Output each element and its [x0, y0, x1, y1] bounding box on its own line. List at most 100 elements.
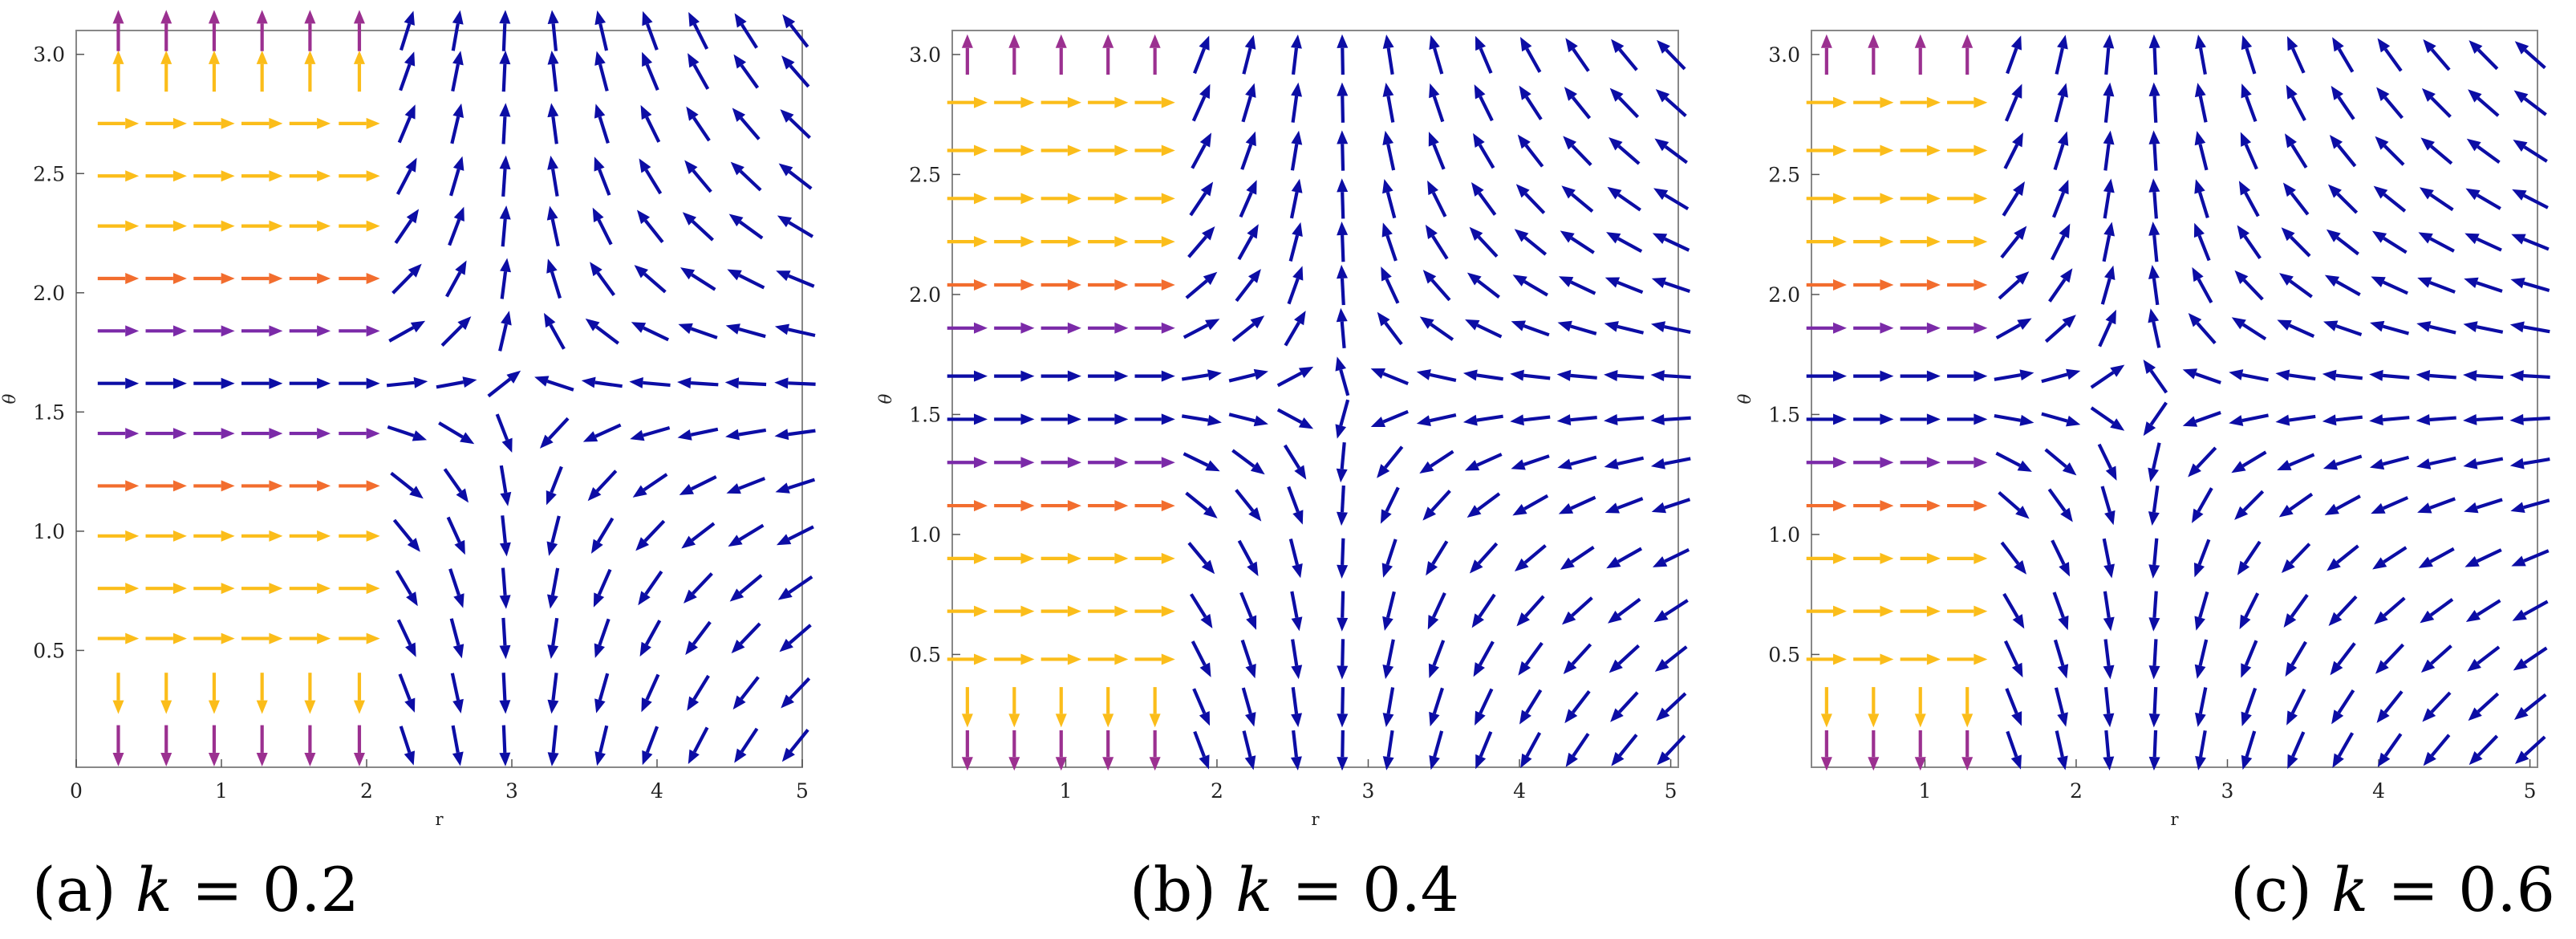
- arrow-shaft: [396, 169, 412, 195]
- vector-arrow: [1806, 552, 1847, 564]
- vector-arrow: [499, 567, 511, 609]
- arrow-head: [366, 583, 380, 595]
- arrow-shaft: [1995, 451, 2021, 467]
- arrow-head: [2371, 276, 2386, 287]
- arrow-shaft: [597, 218, 613, 246]
- vector-arrow: [97, 428, 140, 440]
- arrow-shaft: [2290, 594, 2309, 618]
- vector-arrow: [734, 727, 759, 763]
- vector-arrow: [1427, 591, 1446, 630]
- vector-arrow: [688, 726, 709, 765]
- arrow-head: [2328, 612, 2343, 626]
- arrow-shaft: [1617, 324, 1645, 335]
- vector-arrow: [2047, 488, 2073, 522]
- arrow-shaft: [1664, 645, 1688, 665]
- arrow-shaft: [1290, 591, 1299, 619]
- arrow-shaft: [399, 23, 412, 51]
- vector-arrow: [256, 673, 268, 714]
- vector-arrow: [2465, 188, 2501, 210]
- vector-arrow: [1088, 653, 1129, 665]
- arrow-shaft: [595, 470, 618, 493]
- vector-arrow: [1041, 322, 1081, 334]
- arrow-head: [1561, 611, 1576, 625]
- arrow-shaft: [1384, 322, 1403, 346]
- vector-arrow: [2369, 414, 2410, 426]
- arrow-shaft: [2244, 144, 2258, 170]
- vector-arrow: [1806, 500, 1847, 512]
- vector-arrow: [339, 272, 380, 284]
- vector-arrow: [1511, 454, 1550, 470]
- arrow-head: [780, 109, 794, 123]
- vector-arrow: [1604, 321, 1645, 335]
- x-tick-label: 2: [360, 779, 373, 803]
- arrow-head: [452, 751, 464, 766]
- arrow-head: [221, 117, 235, 129]
- arrow-head: [172, 530, 187, 542]
- vector-arrow: [112, 50, 124, 92]
- caption-variable: k: [2331, 854, 2368, 925]
- vector-arrow: [1900, 500, 1941, 512]
- arrow-head: [1199, 35, 1210, 51]
- arrow-shaft: [2243, 540, 2262, 565]
- arrow-shaft: [2382, 280, 2408, 295]
- arrow-head: [640, 104, 652, 120]
- arrow-shaft: [1524, 144, 1544, 168]
- arrow-head: [1337, 130, 1349, 144]
- arrow-shaft: [1291, 639, 1299, 666]
- vector-arrow: [1512, 494, 1549, 516]
- vector-arrow: [947, 193, 988, 205]
- arrow-shaft: [394, 219, 413, 245]
- arrow-shaft: [1386, 47, 1394, 75]
- vector-arrow: [1041, 552, 1081, 564]
- arrow-shaft: [2198, 687, 2208, 714]
- arrow-head: [1926, 653, 1941, 665]
- arrow-head: [317, 583, 331, 595]
- arrow-head: [2513, 90, 2529, 104]
- arrow-head: [641, 697, 652, 713]
- arrow-head: [2148, 308, 2160, 323]
- arrow-shaft: [788, 170, 813, 190]
- arrow-head: [678, 323, 693, 335]
- vector-arrow: [1187, 226, 1215, 258]
- arrow-shaft: [449, 618, 460, 646]
- arrow-head: [677, 377, 692, 389]
- vector-arrow: [1853, 370, 1894, 382]
- vector-arrow: [547, 155, 559, 197]
- panel-b: 1 2 3 4 50.51.01.52.02.53.0rθ(b) k = 0.4: [876, 30, 1691, 925]
- vector-arrow: [339, 632, 380, 644]
- arrow-head: [546, 258, 558, 274]
- arrow-head: [1518, 661, 1531, 676]
- vector-arrow: [2515, 735, 2546, 765]
- arrow-head: [112, 10, 124, 24]
- vector-arrow: [339, 325, 380, 337]
- x-tick-label: 5: [2524, 779, 2537, 803]
- vector-arrow: [961, 34, 973, 75]
- vector-arrow: [193, 117, 235, 129]
- arrow-head: [1519, 85, 1531, 100]
- vector-arrow: [1998, 271, 2030, 300]
- arrow-head: [499, 595, 511, 609]
- arrow-shaft: [2335, 280, 2361, 297]
- arrow-shaft: [2102, 538, 2112, 566]
- vector-arrow: [1475, 731, 1493, 770]
- arrow-head: [1926, 413, 1941, 425]
- arrow-shaft: [1664, 547, 1690, 563]
- arrow-shaft: [501, 567, 507, 596]
- arrow-head: [1244, 755, 1256, 770]
- arrow-head: [2148, 564, 2160, 579]
- vector-arrow: [499, 103, 511, 144]
- arrow-head: [1961, 34, 1974, 48]
- arrow-shaft: [1341, 234, 1345, 262]
- arrow-shaft: [1664, 325, 1691, 334]
- vector-arrow: [289, 325, 331, 337]
- arrow-shaft: [2245, 730, 2257, 758]
- arrow-shaft: [1572, 733, 1590, 757]
- arrow-head: [590, 539, 603, 554]
- arrow-head: [2059, 268, 2073, 283]
- vector-arrow: [2468, 734, 2499, 766]
- vector-arrow: [2463, 457, 2504, 470]
- arrow-head: [1244, 35, 1256, 50]
- vector-arrow: [193, 583, 235, 595]
- arrow-shaft: [692, 674, 710, 701]
- arrow-shaft: [1432, 687, 1444, 714]
